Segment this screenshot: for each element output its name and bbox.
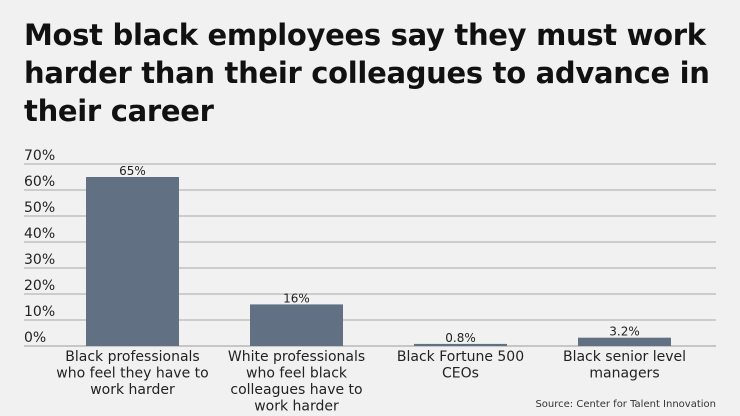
y-tick-label: 60% (24, 174, 55, 190)
y-tick-label: 70% (24, 148, 55, 164)
y-tick-label: 10% (24, 304, 55, 320)
data-label: 16% (283, 291, 310, 305)
y-tick-label: 30% (24, 252, 55, 268)
x-tick-label: CEOs (442, 366, 479, 382)
bar (250, 304, 343, 346)
y-tick-label: 20% (24, 278, 55, 294)
x-tick-label: Black senior level (563, 349, 686, 365)
x-tick-label: work harder (90, 382, 175, 398)
data-label: 3.2% (609, 325, 640, 339)
bar (414, 343, 507, 346)
x-tick-label: White professionals (228, 349, 365, 365)
x-tick-label: who feel black (246, 366, 348, 382)
x-tick-label: work harder (254, 399, 339, 415)
bar (578, 337, 671, 346)
source-note: Source: Center for Talent Innovation (535, 399, 716, 410)
x-tick-label: Black professionals (65, 349, 199, 365)
y-tick-label: 0% (24, 330, 46, 346)
x-tick-label: managers (589, 366, 659, 382)
x-tick-label: Black Fortune 500 (397, 349, 524, 365)
data-label: 65% (119, 164, 146, 178)
data-label: 0.8% (445, 331, 476, 345)
bar (86, 177, 179, 346)
y-tick-label: 50% (24, 200, 55, 216)
y-tick-label: 40% (24, 226, 55, 242)
chart-title: Most black employees say they must work … (24, 18, 710, 128)
x-tick-label: colleagues have to (230, 382, 362, 398)
x-tick-label: who feel they have to (56, 366, 208, 382)
